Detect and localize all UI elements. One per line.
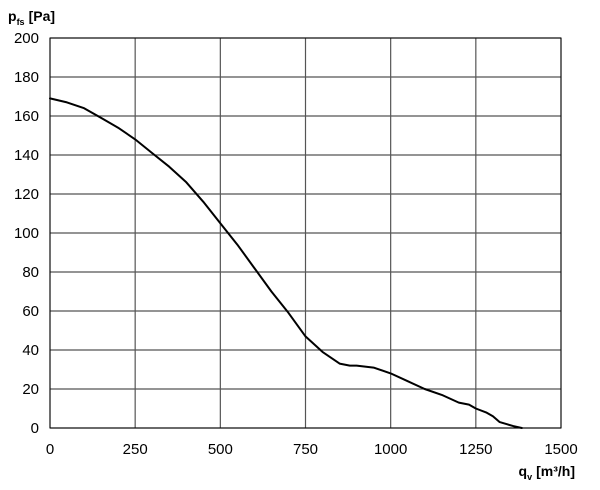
y-tick-label: 200: [14, 30, 39, 47]
x-tick-label: 750: [293, 441, 318, 458]
y-tick-label: 140: [14, 147, 39, 164]
y-axis-label-unit: [Pa]: [29, 8, 55, 24]
x-tick-label: 500: [208, 441, 233, 458]
x-tick-label: 1500: [544, 441, 577, 458]
pressure-curve-line: [49, 97, 523, 429]
y-tick-label: 160: [14, 108, 39, 125]
tick-labels: 0 250 500 750 1000 1250 1500 0 20 40 60 80 100 120 140…: [14, 30, 578, 458]
x-tick-label: 250: [123, 441, 148, 458]
x-axis-label-sub: v: [527, 472, 532, 482]
x-axis-label-main: q: [519, 463, 528, 479]
x-tick-label: 1000: [374, 441, 407, 458]
y-tick-label: 120: [14, 186, 39, 203]
y-tick-label: 40: [22, 342, 39, 359]
y-tick-label: 80: [22, 264, 39, 281]
x-axis-label: qv [m³/h]: [519, 463, 575, 482]
y-tick-label: 20: [22, 381, 39, 398]
x-tick-label: 0: [46, 441, 54, 458]
y-tick-label: 0: [31, 420, 39, 437]
y-axis-label-main: p: [8, 8, 17, 24]
y-tick-label: 100: [14, 225, 39, 242]
y-axis-label: pfs [Pa]: [8, 8, 55, 27]
y-tick-label: 180: [14, 69, 39, 86]
x-tick-label: 1250: [459, 441, 492, 458]
y-tick-label: 60: [22, 303, 39, 320]
series-layer: [49, 97, 523, 429]
y-axis-label-sub: fs: [17, 17, 25, 27]
plot-frame: [49, 37, 562, 429]
x-axis-label-unit: [m³/h]: [536, 463, 575, 479]
